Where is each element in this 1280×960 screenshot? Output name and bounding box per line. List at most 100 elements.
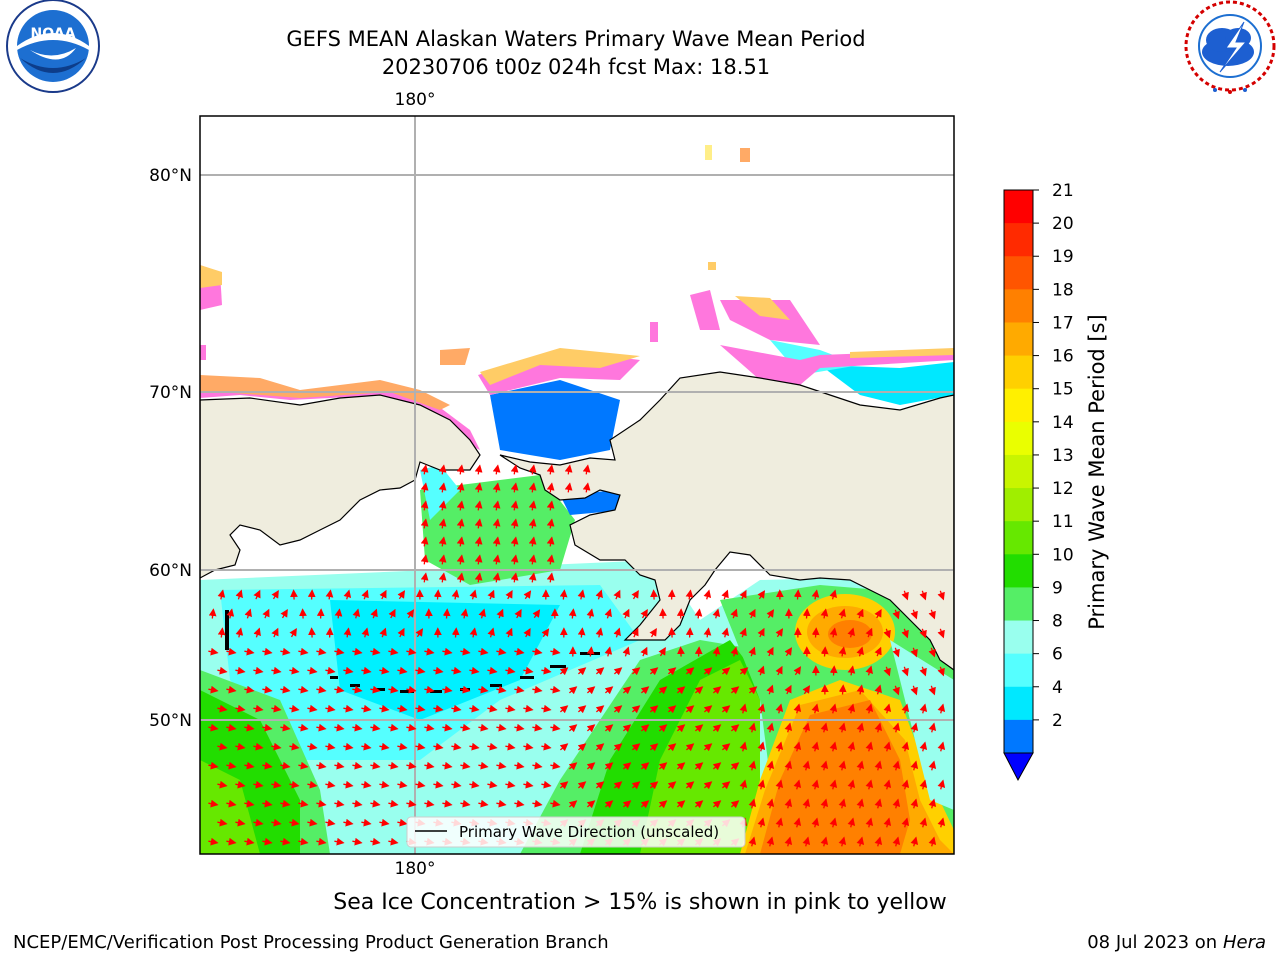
wave-arrow [528,536,537,547]
wave-arrow [217,818,228,827]
wave-arrow [802,685,811,695]
wave-arrow [442,647,453,656]
wave-arrow [748,760,757,771]
nws-logo [1184,0,1276,94]
wave-arrow [546,572,555,583]
wave-arrow [397,704,408,713]
wave-arrow [244,647,255,656]
wave-arrow [919,817,928,828]
wave-arrow [460,647,471,656]
wave-arrow [325,666,336,675]
wave-arrow [546,536,555,547]
wave-arrow [730,800,740,809]
wave-arrow [811,741,820,752]
wave-arrow [838,608,846,619]
wave-arrow [856,684,865,695]
wave-arrow [217,704,228,713]
sea-ice-field [200,145,954,450]
wave-arrow [937,628,945,639]
wave-arrow [442,761,453,770]
wave-arrow [586,800,596,809]
wave-arrow [352,723,363,732]
wave-arrow [253,742,264,751]
wave-arrow [514,608,522,619]
wave-arrow [775,703,784,714]
colorbar-swatch [1004,388,1033,423]
wave-arrow [226,723,237,732]
wave-arrow [802,608,811,619]
wave-arrow [316,723,327,732]
wave-arrow [856,722,865,733]
wave-arrow [474,554,483,565]
wave-arrow [451,704,462,713]
wave-arrow [613,705,623,714]
wave-arrow [208,608,217,619]
wave-arrow [478,647,489,656]
wave-arrow [847,817,856,828]
wave-arrow [892,609,900,620]
wave-arrow [766,760,775,771]
wave-arrow [424,685,435,694]
wave-arrow [703,667,713,676]
wave-arrow [604,762,614,771]
wave-arrow [550,761,561,770]
wave-arrow [748,836,757,847]
wave-arrow [739,703,748,714]
colorbar-tick-label: 17 [1052,313,1074,333]
wave-arrow [721,589,729,600]
wave-arrow [208,761,219,770]
wave-arrow [910,609,918,620]
wave-arrow [505,742,516,751]
wave-arrow [226,761,237,770]
wave-arrow [820,722,829,733]
colorbar-swatch [1004,256,1033,290]
wave-arrow [235,666,246,675]
wave-arrow [244,837,255,846]
wave-arrow [559,589,568,600]
lat-label-60: 60°N [149,561,192,581]
wave-arrow [474,500,483,511]
wave-arrow [712,762,722,771]
wave-arrow [433,704,444,713]
wave-arrow [748,798,757,809]
wave-arrow [532,723,543,732]
wave-arrow [541,704,552,713]
wave-arrow [739,627,747,638]
wave-arrow [469,704,480,713]
wave-arrow [492,536,501,547]
wave-arrow [415,666,426,675]
wave-arrow [474,518,483,529]
wave-arrow [253,627,261,638]
wave-arrow [640,686,650,695]
wave-arrow [595,705,605,714]
wave-arrow [316,761,327,770]
wave-arrow [766,836,775,847]
wave-arrow [280,799,291,808]
wave-arrow [226,608,235,619]
wave-arrow [865,779,874,790]
wave-arrow [919,590,927,601]
colorbar-label: Primary Wave Mean Period [s] [1085,314,1109,630]
wave-arrow [244,608,252,619]
wave-arrow [640,646,648,657]
wave-arrow [361,589,369,600]
wave-arrow [919,666,927,677]
land [200,371,954,671]
wave-arrow [451,666,462,675]
wave-arrow [937,817,946,828]
wave-arrow [456,572,465,583]
wave-arrow [568,800,578,809]
wave-arrow [883,703,892,714]
wave-arrow [604,646,613,657]
wave-arrow [420,572,429,583]
wave-arrow [343,704,354,713]
wave-arrow [510,572,519,583]
wave-arrow [649,667,659,676]
wave-arrow [523,780,534,789]
wave-arrow [721,743,731,752]
wave-arrow [492,554,501,565]
wave-arrow [793,817,802,828]
wave-arrow [325,780,336,789]
wave-arrow [640,800,650,809]
